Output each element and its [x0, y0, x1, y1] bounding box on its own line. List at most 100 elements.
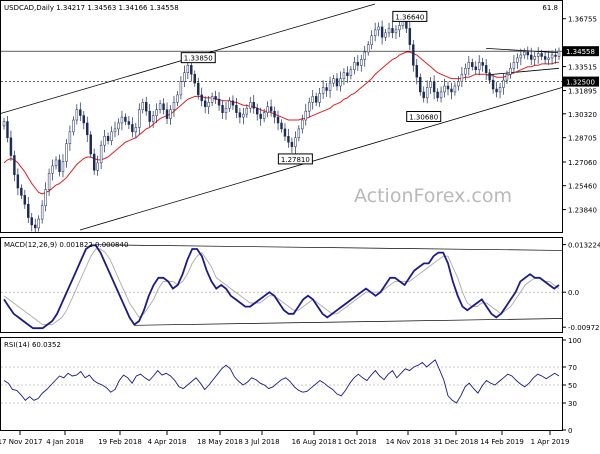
candle-body — [16, 174, 20, 189]
time-axis-label: 14 Feb 2019 — [480, 438, 524, 446]
candle-body — [23, 195, 27, 205]
candle-body — [432, 81, 436, 93]
candle — [318, 87, 321, 107]
macd-plot-area — [1, 244, 562, 330]
candle-body — [20, 187, 23, 196]
candle-body — [436, 91, 439, 99]
candle — [242, 107, 245, 125]
candle — [536, 47, 540, 64]
candle-body — [328, 82, 332, 91]
candle — [533, 51, 536, 66]
candle — [124, 113, 127, 126]
candle-body — [325, 87, 328, 91]
candle — [99, 140, 103, 170]
candle — [23, 189, 27, 209]
time-axis-label: 17 Nov 2017 — [0, 438, 42, 446]
time-axis-label: 4 Jan 2018 — [46, 438, 84, 446]
candle — [259, 107, 262, 126]
candle-body — [228, 100, 231, 109]
candle-body — [377, 26, 380, 31]
candle-body — [516, 57, 519, 63]
candle-body — [391, 28, 394, 34]
candle-body — [491, 79, 495, 90]
candle-body — [387, 28, 391, 34]
candle-body — [217, 99, 221, 106]
candle-body — [332, 78, 335, 84]
candle-body — [273, 110, 276, 118]
candle — [134, 122, 138, 139]
candle — [505, 70, 509, 84]
candle-body — [47, 172, 51, 190]
candle — [311, 90, 314, 110]
time-axis-label: 1 Apr 2019 — [531, 438, 570, 446]
candle-body — [498, 87, 502, 93]
candle-body — [162, 103, 165, 110]
candle — [228, 97, 231, 112]
candle-body — [495, 88, 498, 93]
candle-body — [519, 54, 523, 59]
price-axis-label: 1.25460 — [568, 183, 597, 191]
candle-body — [457, 81, 460, 87]
channel-lower-line — [79, 87, 562, 231]
candle — [450, 82, 453, 100]
candle — [103, 129, 106, 153]
candle — [380, 20, 384, 45]
candle-body — [478, 62, 481, 71]
candle — [203, 96, 207, 114]
candle — [328, 76, 332, 98]
candle — [443, 78, 446, 98]
candle-body — [124, 116, 127, 122]
candle-body — [183, 72, 186, 82]
candle — [464, 63, 467, 81]
candle — [419, 73, 422, 96]
candle-body — [415, 65, 418, 78]
candle — [384, 29, 387, 41]
price-axis: 1.36755 1.34558 1.33515 1.325001.31895 1.303… — [562, 16, 597, 215]
rsi-axis-label: 0 — [568, 427, 572, 435]
candle-body — [117, 122, 120, 130]
candle-body — [419, 76, 422, 93]
candle-body — [543, 56, 547, 60]
candle-body — [141, 102, 144, 110]
candle-body — [523, 51, 526, 56]
candle — [516, 53, 519, 69]
candle-body — [207, 102, 210, 107]
wedge-upper-line — [486, 47, 560, 54]
candle-body — [238, 112, 242, 118]
candle — [287, 129, 290, 148]
candle — [530, 47, 533, 65]
price-axis-label: 1.23840 — [568, 207, 597, 215]
macd-axis-label: 0.013224 — [568, 242, 600, 250]
candle — [523, 48, 526, 59]
candle-body — [446, 85, 450, 90]
candle-body — [210, 96, 214, 103]
swing-label-box — [180, 52, 216, 64]
swing-label: 1.36640 — [392, 10, 428, 22]
candle — [20, 184, 23, 200]
candle — [235, 98, 238, 119]
candle — [325, 82, 328, 97]
candle — [484, 58, 488, 80]
candle-body — [193, 73, 196, 84]
candle — [491, 74, 495, 94]
candle — [543, 51, 547, 65]
candle — [13, 150, 16, 182]
candle-body — [370, 35, 373, 45]
candle — [467, 56, 471, 76]
candle — [162, 98, 165, 115]
time-axis-label: 14 Nov 2018 — [386, 438, 431, 446]
candle-body — [321, 87, 325, 94]
price-tag: 1.34558 — [563, 46, 599, 57]
macd-panel-title: MACD(12,26,9) 0.001822 0.000840 — [4, 241, 128, 249]
candle — [425, 80, 429, 104]
candle — [453, 82, 457, 96]
candle-body — [58, 159, 61, 173]
candle — [519, 48, 523, 66]
candle-body — [96, 162, 99, 171]
candle — [550, 50, 554, 65]
swing-label: 1.33850 — [180, 52, 216, 64]
swing-label-text: 1.36640 — [395, 13, 424, 21]
price-axis-label: 1.27060 — [568, 159, 597, 167]
candle — [197, 77, 200, 100]
